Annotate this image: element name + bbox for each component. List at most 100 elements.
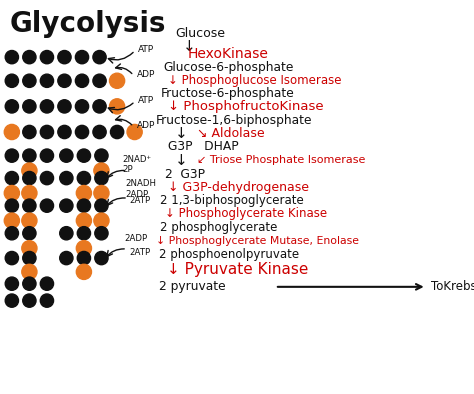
Ellipse shape <box>76 241 91 256</box>
Text: ATP: ATP <box>137 45 154 54</box>
Ellipse shape <box>94 186 109 201</box>
Ellipse shape <box>22 264 37 279</box>
Ellipse shape <box>77 227 91 240</box>
Ellipse shape <box>5 149 18 162</box>
Ellipse shape <box>93 74 106 87</box>
Ellipse shape <box>60 251 73 265</box>
Ellipse shape <box>94 163 109 178</box>
Text: ↓: ↓ <box>174 153 187 168</box>
Ellipse shape <box>109 73 125 88</box>
Ellipse shape <box>5 74 18 87</box>
Text: ATP: ATP <box>137 96 154 104</box>
Ellipse shape <box>77 149 91 162</box>
Ellipse shape <box>40 171 54 185</box>
Ellipse shape <box>77 251 91 265</box>
Ellipse shape <box>5 50 18 64</box>
Text: ↓: ↓ <box>174 126 187 141</box>
Ellipse shape <box>95 149 108 162</box>
Text: Glucose-6-phosphate: Glucose-6-phosphate <box>164 61 294 74</box>
Text: ADP: ADP <box>137 70 155 78</box>
Ellipse shape <box>5 100 18 113</box>
Ellipse shape <box>75 74 89 87</box>
Ellipse shape <box>75 125 89 139</box>
Ellipse shape <box>5 251 18 265</box>
Ellipse shape <box>23 251 36 265</box>
Ellipse shape <box>60 199 73 212</box>
Ellipse shape <box>58 125 71 139</box>
Ellipse shape <box>95 227 108 240</box>
Ellipse shape <box>40 100 54 113</box>
Ellipse shape <box>23 171 36 185</box>
Ellipse shape <box>77 171 91 185</box>
Ellipse shape <box>40 74 54 87</box>
Ellipse shape <box>23 227 36 240</box>
Ellipse shape <box>40 199 54 212</box>
Text: Glycolysis: Glycolysis <box>9 10 166 38</box>
Text: 2 pyruvate: 2 pyruvate <box>159 281 226 293</box>
Text: Fructose-6-phosphate: Fructose-6-phosphate <box>161 87 295 100</box>
Ellipse shape <box>23 100 36 113</box>
Ellipse shape <box>23 50 36 64</box>
Ellipse shape <box>76 264 91 279</box>
Ellipse shape <box>23 199 36 212</box>
Ellipse shape <box>23 149 36 162</box>
Ellipse shape <box>95 199 108 212</box>
Ellipse shape <box>127 125 142 139</box>
Ellipse shape <box>23 294 36 307</box>
Text: HexoKinase: HexoKinase <box>187 47 268 61</box>
Ellipse shape <box>93 100 106 113</box>
Text: ↓ PhosphofructoKinase: ↓ PhosphofructoKinase <box>168 100 324 113</box>
Text: 2NAD⁺
2P: 2NAD⁺ 2P <box>122 155 151 175</box>
Text: Glucose: Glucose <box>175 27 225 40</box>
Text: 2 phosphoenolpyruvate: 2 phosphoenolpyruvate <box>159 248 299 261</box>
Ellipse shape <box>5 171 18 185</box>
Text: 2ADP: 2ADP <box>124 234 147 243</box>
Text: ↓ G3P-dehydrogenase: ↓ G3P-dehydrogenase <box>168 181 309 194</box>
Ellipse shape <box>58 74 71 87</box>
Text: 2  G3P: 2 G3P <box>165 168 205 180</box>
Ellipse shape <box>5 199 18 212</box>
Text: 2ATP: 2ATP <box>129 249 150 257</box>
Ellipse shape <box>77 199 91 212</box>
Ellipse shape <box>58 50 71 64</box>
Ellipse shape <box>110 125 124 139</box>
Ellipse shape <box>109 99 125 114</box>
Ellipse shape <box>76 213 91 228</box>
Ellipse shape <box>4 125 19 139</box>
Ellipse shape <box>5 277 18 290</box>
Ellipse shape <box>95 171 108 185</box>
Ellipse shape <box>40 125 54 139</box>
Ellipse shape <box>60 227 73 240</box>
Ellipse shape <box>4 186 19 201</box>
Text: ↓ Phosphoglycerate Kinase: ↓ Phosphoglycerate Kinase <box>165 208 327 220</box>
Ellipse shape <box>94 213 109 228</box>
Ellipse shape <box>40 149 54 162</box>
Ellipse shape <box>22 241 37 256</box>
Ellipse shape <box>4 213 19 228</box>
Ellipse shape <box>58 100 71 113</box>
Text: 2 phosphoglycerate: 2 phosphoglycerate <box>160 221 278 234</box>
Ellipse shape <box>23 74 36 87</box>
Text: 2NADH
2ADP: 2NADH 2ADP <box>126 179 156 199</box>
Ellipse shape <box>93 125 106 139</box>
Text: Fructose-1,6-biphosphate: Fructose-1,6-biphosphate <box>155 114 312 126</box>
Ellipse shape <box>22 163 37 178</box>
Ellipse shape <box>23 125 36 139</box>
Text: ↓ Phosphoglucose Isomerase: ↓ Phosphoglucose Isomerase <box>168 74 342 87</box>
Text: 2 1,3-biphospoglycerate: 2 1,3-biphospoglycerate <box>160 195 304 207</box>
Text: ↓: ↓ <box>182 39 195 54</box>
Ellipse shape <box>60 149 73 162</box>
Ellipse shape <box>22 186 37 201</box>
Ellipse shape <box>60 171 73 185</box>
Ellipse shape <box>5 227 18 240</box>
Ellipse shape <box>75 100 89 113</box>
Ellipse shape <box>93 50 106 64</box>
Ellipse shape <box>40 277 54 290</box>
Text: 2ATP: 2ATP <box>129 197 150 205</box>
Ellipse shape <box>95 251 108 265</box>
Text: ↓ Phosphoglycerate Mutase, Enolase: ↓ Phosphoglycerate Mutase, Enolase <box>156 236 359 246</box>
Text: ↘ Aldolase: ↘ Aldolase <box>197 128 264 140</box>
Ellipse shape <box>23 277 36 290</box>
Text: ADP: ADP <box>137 121 155 130</box>
Ellipse shape <box>5 294 18 307</box>
